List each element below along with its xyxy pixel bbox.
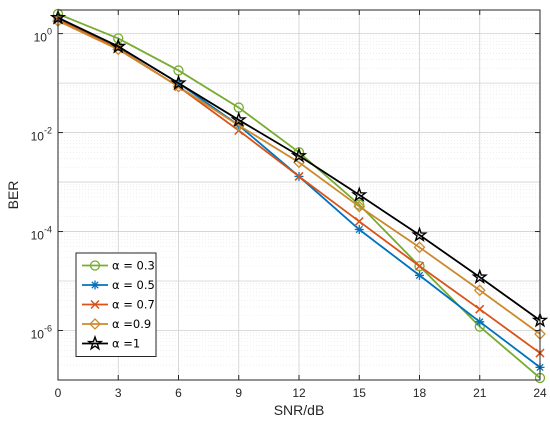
series-layer xyxy=(49,8,549,384)
legend-label: α = 0.7 xyxy=(112,298,155,312)
data-point xyxy=(415,270,424,280)
y-axis-label: BER xyxy=(5,181,21,210)
x-tick-label: 0 xyxy=(55,386,62,400)
x-tick-label: 15 xyxy=(353,386,367,400)
y-tick-label: 10-4 xyxy=(31,225,52,243)
y-tick-label: 100 xyxy=(34,27,52,45)
legend-entry: α =1 xyxy=(82,334,140,351)
x-tick-label: 24 xyxy=(533,386,547,400)
x-tick-label: 21 xyxy=(473,386,487,400)
legend-marker xyxy=(86,334,104,351)
data-point xyxy=(110,37,127,54)
x-axis-label: SNR/dB xyxy=(274,402,325,418)
data-point xyxy=(354,216,364,226)
legend-marker xyxy=(89,318,101,330)
x-tick-label: 18 xyxy=(413,386,427,400)
axis-ticks: 0 3 6 9 12 15 18 21 24 100 10-2 10-4 10-6 xyxy=(31,10,547,400)
x-tick-label: 9 xyxy=(235,386,242,400)
series-line xyxy=(57,16,541,322)
y-tick-label: 10-6 xyxy=(31,324,52,342)
data-point xyxy=(411,226,428,243)
data-point xyxy=(230,111,247,127)
x-tick-label: 12 xyxy=(292,386,306,400)
legend-marker xyxy=(90,299,100,310)
y-tick-label: 10-2 xyxy=(31,126,52,144)
data-point xyxy=(353,200,366,213)
data-point xyxy=(414,260,425,272)
data-point xyxy=(414,261,425,271)
x-tick-label: 6 xyxy=(175,386,182,400)
legend-label: α =1 xyxy=(112,337,140,351)
legend-entry: α = 0.3 xyxy=(82,259,155,273)
data-point xyxy=(354,199,365,210)
data-point xyxy=(473,284,486,297)
legend-entry: α = 0.7 xyxy=(82,298,155,312)
legend-label: α =0.9 xyxy=(112,317,151,331)
data-point xyxy=(475,317,485,327)
series-line xyxy=(57,20,541,335)
legend-entry: α =0.9 xyxy=(82,317,151,331)
data-point xyxy=(290,147,308,163)
x-tick-label: 3 xyxy=(115,386,122,400)
legend-label: α = 0.5 xyxy=(112,278,155,292)
legend-marker xyxy=(90,280,100,290)
data-point xyxy=(413,241,426,254)
legend-marker xyxy=(89,260,101,271)
data-point xyxy=(471,268,488,285)
legend-entry: α = 0.5 xyxy=(82,278,155,292)
legend-label: α = 0.3 xyxy=(112,259,155,273)
data-point xyxy=(170,74,187,91)
legend: α = 0.3 α = 0.5 α = 0.7 α =0.9 α =1 xyxy=(75,252,157,357)
data-point xyxy=(354,224,364,234)
data-point xyxy=(475,304,485,314)
data-point xyxy=(294,171,304,181)
data-point xyxy=(351,186,368,202)
